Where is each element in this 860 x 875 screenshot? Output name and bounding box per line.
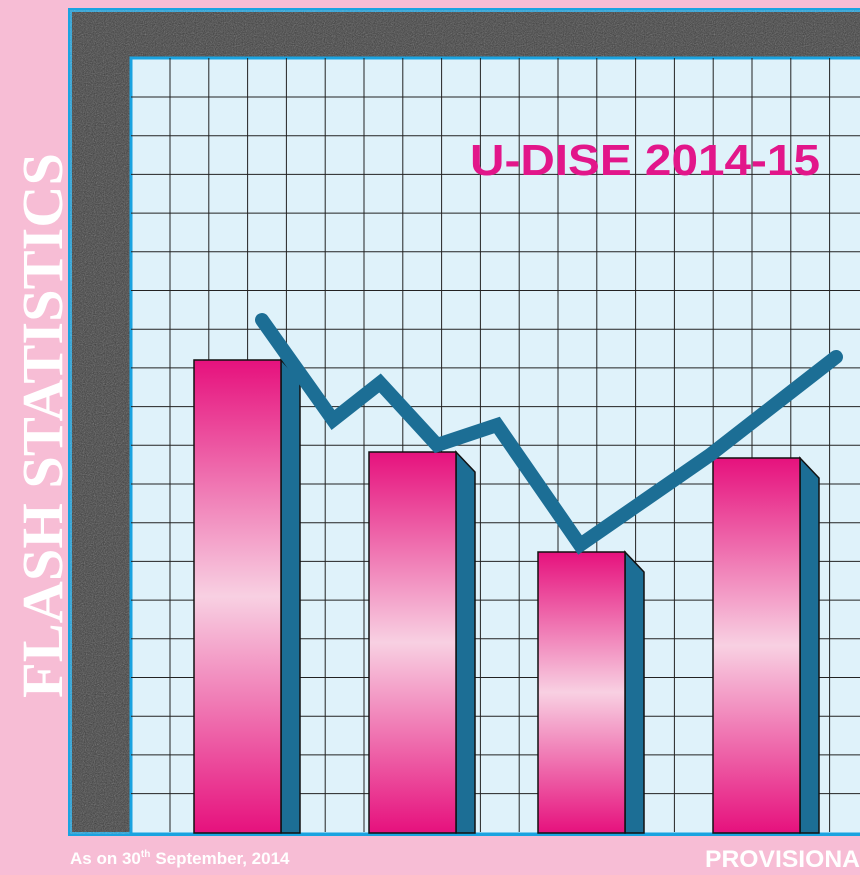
- bar-front: [369, 452, 456, 833]
- side-title: FLASH STATISTICS: [10, 153, 75, 698]
- date-suffix: September, 2014: [155, 849, 290, 868]
- bar-front: [713, 458, 800, 833]
- date-line: As on 30th September, 2014: [70, 849, 290, 868]
- cover-title: U-DISE 2014-15: [470, 136, 820, 185]
- bar-side: [281, 360, 300, 833]
- bar-side: [625, 552, 644, 833]
- bar-side: [456, 452, 475, 833]
- cover-page: U-DISE 2014-15 FLASH STATISTICS As on 30…: [0, 0, 860, 875]
- date-prefix: As on 30: [70, 849, 141, 868]
- bar-front: [538, 552, 625, 833]
- bar-side: [800, 458, 819, 833]
- status-label: PROVISIONA: [705, 846, 860, 873]
- bar-front: [194, 360, 281, 833]
- date-superscript: th: [141, 849, 150, 860]
